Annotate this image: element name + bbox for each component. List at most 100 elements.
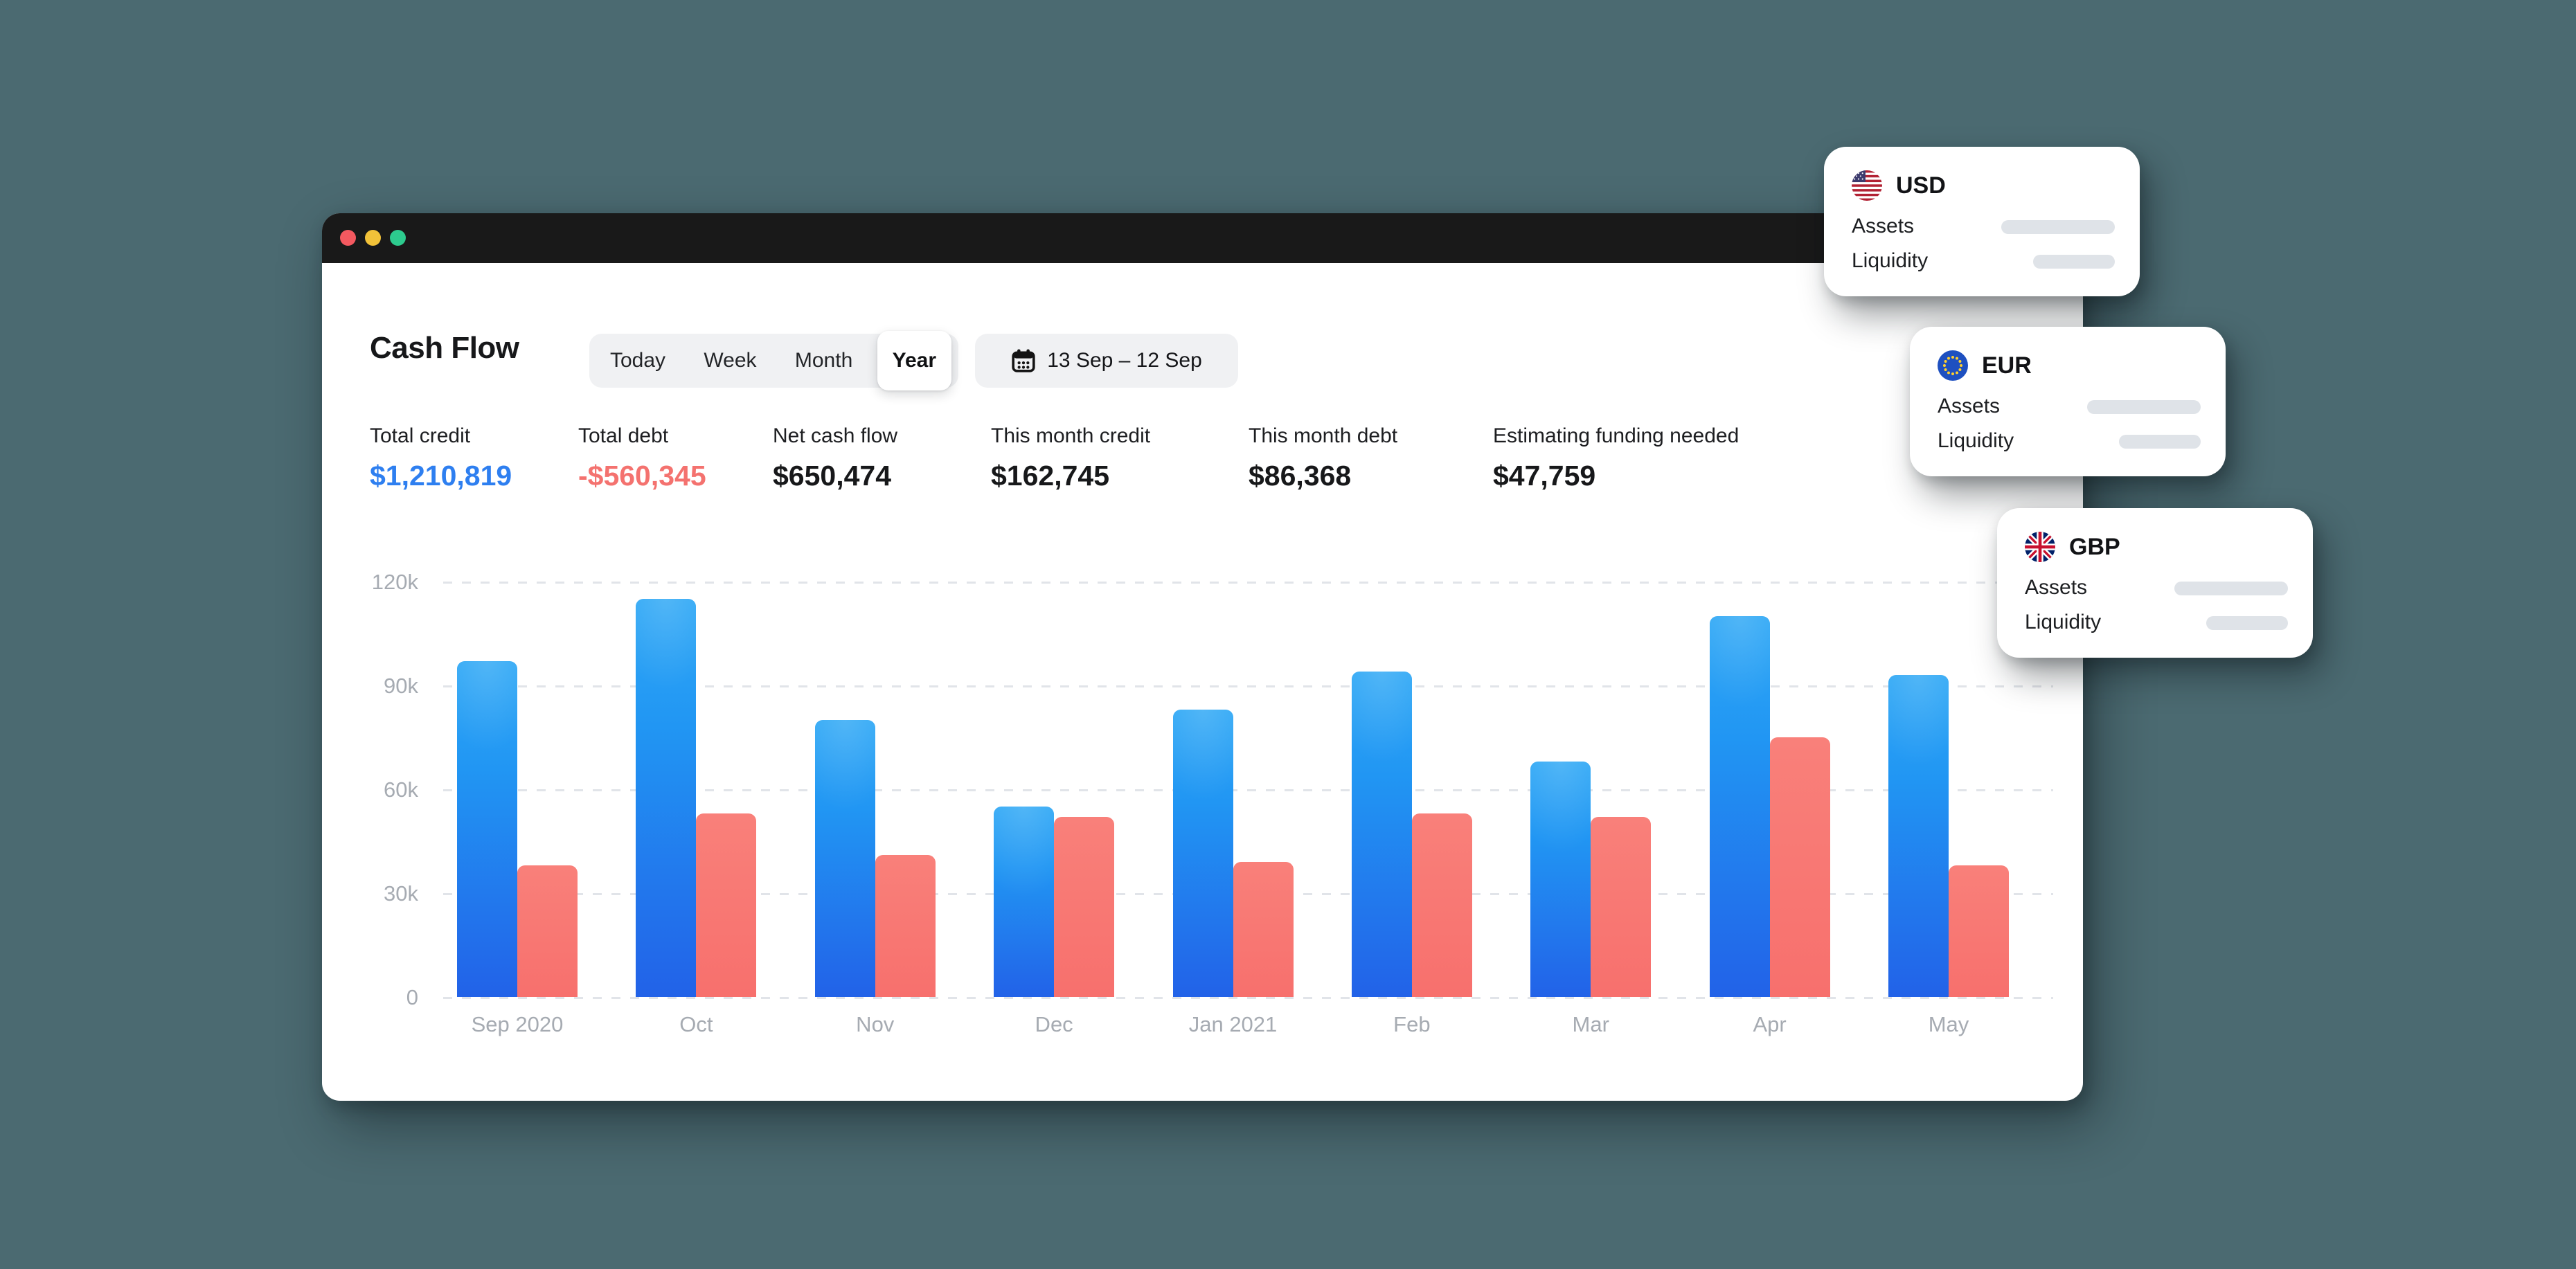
stat-label: This month credit	[991, 424, 1151, 447]
bar-group-dec: Dec	[994, 582, 1115, 1036]
debt-bar[interactable]	[1769, 737, 1830, 997]
close-button[interactable]	[340, 230, 356, 246]
gridline	[443, 997, 2053, 999]
bar-group-nov: Nov	[814, 582, 936, 1036]
bar-group-sep-2020: Sep 2020	[457, 582, 578, 1036]
window-titlebar	[322, 213, 2083, 263]
y-axis-tick-label: 120k	[371, 570, 418, 594]
x-axis-tick-label: Jan 2021	[1188, 1012, 1278, 1036]
y-axis-tick-label: 30k	[384, 881, 418, 906]
x-axis-tick-label: Feb	[1393, 1012, 1431, 1036]
assets-value-placeholder	[2001, 220, 2115, 234]
tab-today[interactable]: Today	[610, 349, 666, 372]
currency-code: USD	[1896, 172, 1946, 199]
stat-value: $650,474	[773, 460, 892, 492]
stat-total-credit: Total credit $1,210,819	[370, 424, 512, 492]
assets-label: Assets	[1938, 395, 2001, 417]
uk-flag-icon	[2025, 532, 2055, 562]
calendar-icon	[1012, 349, 1035, 372]
stat-label: Estimating funding needed	[1493, 424, 1739, 447]
chart-bars: Sep 2020 Oct Nov Dec Jan 2021 Feb Mar Apr May	[457, 582, 2009, 1036]
stat-value: $86,368	[1249, 460, 1352, 492]
assets-label: Assets	[1852, 215, 1915, 237]
minimize-button[interactable]	[365, 230, 381, 246]
tab-week[interactable]: Week	[704, 349, 757, 372]
y-axis-tick-label: 0	[406, 985, 418, 1009]
stat-label: Total debt	[578, 424, 669, 447]
bar-group-feb: Feb	[1351, 582, 1472, 1036]
debt-bar[interactable]	[1233, 862, 1294, 997]
tab-year[interactable]: Year	[877, 331, 951, 390]
credit-bar[interactable]	[1709, 616, 1770, 997]
stat-this-month-debt: This month debt $86,368	[1249, 424, 1397, 492]
x-axis-tick-label: Dec	[1035, 1012, 1073, 1036]
debt-bar[interactable]	[696, 813, 757, 997]
assets-value-placeholder	[2174, 582, 2288, 595]
currency-card-gbp[interactable]: GBP Assets Liquidity	[1997, 508, 2313, 658]
debt-bar[interactable]	[1054, 817, 1115, 997]
bar-group-may: May	[1888, 582, 2009, 1036]
stat-label: Net cash flow	[773, 424, 898, 447]
debt-bar[interactable]	[1591, 817, 1652, 997]
currency-code: GBP	[2069, 533, 2120, 560]
stat-value: -$560,345	[578, 460, 706, 492]
cash-flow-chart: 120k 90k 60k 30k 0 Sep 2020 Oct Nov Dec Jan 2021…	[372, 570, 2053, 1036]
x-axis-tick-label: Mar	[1572, 1012, 1609, 1036]
tab-month[interactable]: Month	[794, 349, 853, 372]
credit-bar[interactable]	[636, 599, 697, 997]
credit-bar[interactable]	[1530, 762, 1591, 997]
assets-value-placeholder	[2087, 400, 2201, 414]
credit-bar[interactable]	[994, 807, 1055, 997]
cash-flow-window: Cash Flow Today Week Month Year 13 Sep – 12…	[322, 213, 2083, 1101]
stat-value: $162,745	[991, 460, 1110, 492]
currency-card-eur[interactable]: EUR Assets Liquidity	[1910, 327, 2226, 476]
currency-code: EUR	[1982, 352, 2032, 379]
stat-value: $47,759	[1493, 460, 1596, 492]
x-axis-tick-label: May	[1928, 1012, 1969, 1036]
us-flag-icon	[1852, 170, 1882, 201]
stat-estimating-funding-needed: Estimating funding needed $47,759	[1493, 424, 1739, 492]
currency-card-usd[interactable]: USD Assets Liquidity	[1824, 147, 2140, 296]
credit-bar[interactable]	[1172, 710, 1233, 997]
zoom-button[interactable]	[390, 230, 406, 246]
x-axis-tick-label: Apr	[1753, 1012, 1787, 1036]
credit-bar[interactable]	[814, 720, 875, 997]
credit-bar[interactable]	[1888, 675, 1949, 997]
y-axis-tick-label: 90k	[384, 674, 418, 698]
date-range-picker[interactable]: 13 Sep – 12 Sep	[975, 334, 1238, 388]
x-axis-tick-label: Oct	[679, 1012, 713, 1036]
debt-bar[interactable]	[875, 855, 936, 997]
debt-bar[interactable]	[517, 865, 578, 997]
date-range-value: 13 Sep – 12 Sep	[1047, 349, 1202, 372]
liquidity-value-placeholder	[2206, 616, 2288, 630]
assets-label: Assets	[2025, 576, 2088, 599]
page-title: Cash Flow	[370, 331, 519, 365]
liquidity-label: Liquidity	[2025, 611, 2102, 633]
credit-bar[interactable]	[457, 661, 517, 997]
gridline	[443, 582, 2053, 584]
bar-group-apr: Apr	[1709, 582, 1830, 1036]
bar-group-mar: Mar	[1530, 582, 1652, 1036]
debt-bar[interactable]	[1411, 813, 1472, 997]
currency-card-header: USD	[1852, 170, 1946, 201]
liquidity-label: Liquidity	[1938, 429, 2014, 452]
stat-total-debt: Total debt -$560,345	[578, 424, 706, 492]
stat-net-cash-flow: Net cash flow $650,474	[773, 424, 897, 492]
gridline	[443, 789, 2053, 791]
x-axis-tick-label: Nov	[856, 1012, 895, 1036]
y-axis-tick-label: 60k	[384, 777, 418, 802]
liquidity-value-placeholder	[2119, 435, 2201, 449]
period-tabbar: Today Week Month Year	[589, 331, 958, 390]
liquidity-label: Liquidity	[1852, 249, 1929, 272]
gridline	[443, 685, 2053, 687]
stat-label: This month debt	[1249, 424, 1398, 447]
stat-this-month-credit: This month credit $162,745	[991, 424, 1150, 492]
currency-card-header: GBP	[2025, 532, 2120, 562]
currency-card-header: EUR	[1938, 350, 2032, 381]
credit-bar[interactable]	[1351, 672, 1412, 997]
eu-flag-icon	[1938, 350, 1968, 381]
debt-bar[interactable]	[1949, 865, 2009, 997]
stat-value: $1,210,819	[370, 460, 512, 492]
liquidity-value-placeholder	[2033, 255, 2115, 269]
x-axis-tick-label: Sep 2020	[471, 1012, 564, 1036]
